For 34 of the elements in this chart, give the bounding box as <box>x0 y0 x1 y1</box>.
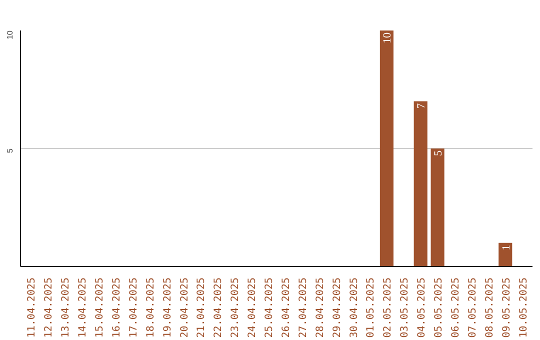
x-tick-label: 26.04.2025 <box>280 277 292 338</box>
x-tick-label: 21.04.2025 <box>196 277 208 338</box>
x-tick-label: 07.05.2025 <box>467 277 478 338</box>
x-tick-label: 18.04.2025 <box>145 277 156 338</box>
data-label: 10 <box>382 32 394 44</box>
x-tick-label: 04.05.2025 <box>416 277 428 338</box>
data-label: 5 <box>432 150 445 156</box>
x-tick-label: 24.04.2025 <box>247 277 258 338</box>
x-tick-label: 28.04.2025 <box>314 277 326 338</box>
x-tick-label: 29.04.2025 <box>332 277 343 338</box>
x-tick-label: 09.05.2025 <box>501 277 512 338</box>
x-tick-label: 03.05.2025 <box>400 277 411 338</box>
x-tick-label: 08.05.2025 <box>484 277 496 338</box>
x-tick-label: 12.04.2025 <box>44 277 55 338</box>
x-tick-label: 05.05.2025 <box>434 277 445 338</box>
x-tick-label: 25.04.2025 <box>264 277 276 338</box>
x-tick-label: 19.04.2025 <box>162 277 174 338</box>
x-tick-label: 30.04.2025 <box>348 277 360 338</box>
data-label: 1 <box>500 244 512 250</box>
x-tick-label: 23.04.2025 <box>230 277 242 338</box>
x-tick-label: 27.04.2025 <box>298 277 309 338</box>
x-tick-label: 13.04.2025 <box>60 277 72 338</box>
data-label: 7 <box>416 102 428 109</box>
x-tick-label: 15.04.2025 <box>94 277 106 338</box>
x-tick-label: 22.04.2025 <box>213 277 224 338</box>
x-tick-label: 14.04.2025 <box>78 277 89 338</box>
x-tick-label: 17.04.2025 <box>128 277 140 338</box>
x-tick-label: 16.04.2025 <box>111 277 122 338</box>
x-tick-label: 10.05.2025 <box>518 277 530 338</box>
x-tick-label: 06.05.2025 <box>450 277 462 338</box>
x-tick-label: 01.05.2025 <box>366 277 377 338</box>
x-tick-label: 20.04.2025 <box>179 277 190 338</box>
x-tick-label: 11.04.2025 <box>26 277 38 338</box>
x-tick-label: 02.05.2025 <box>382 277 394 338</box>
